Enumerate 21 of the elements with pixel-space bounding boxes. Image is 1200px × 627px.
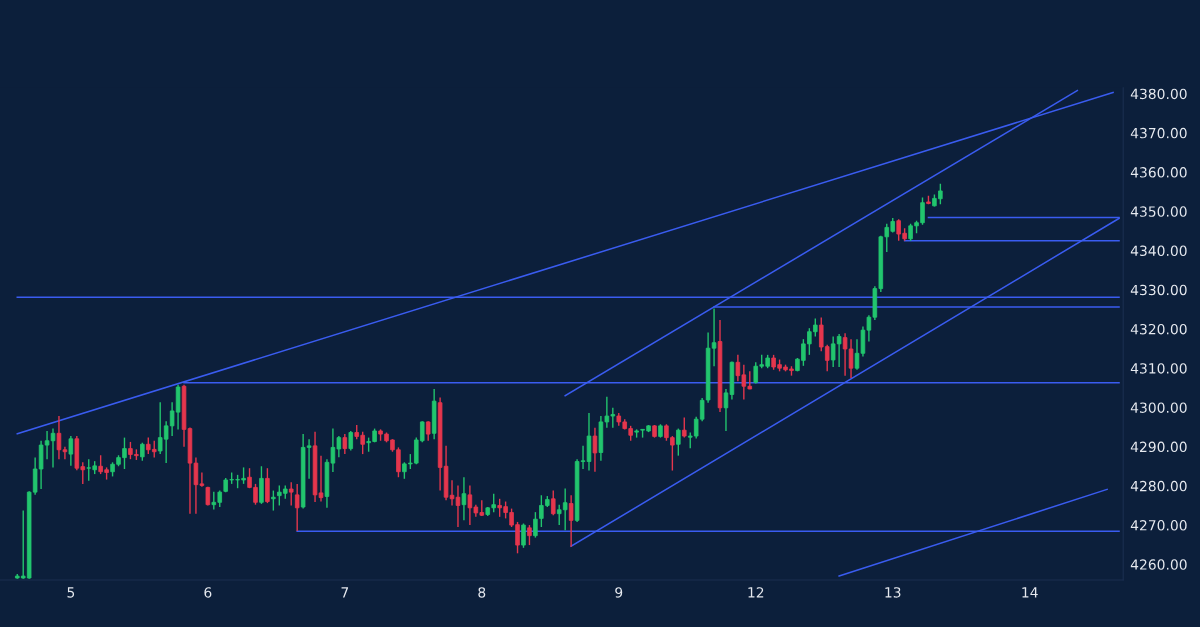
x-tick-label: 8 bbox=[478, 587, 486, 598]
x-tick-label: 7 bbox=[341, 587, 349, 598]
y-tick-label: 4290.00 bbox=[1130, 441, 1187, 453]
x-tick-label: 6 bbox=[204, 587, 212, 598]
y-tick-label: 4330.00 bbox=[1130, 284, 1187, 296]
y-tick-label: 4380.00 bbox=[1130, 88, 1187, 100]
x-tick-label: 14 bbox=[1022, 587, 1038, 598]
y-tick-label: 4370.00 bbox=[1130, 127, 1187, 139]
y-tick-label: 4360.00 bbox=[1130, 167, 1187, 178]
x-tick-label: 12 bbox=[748, 587, 764, 598]
y-tick-label: 4320.00 bbox=[1130, 323, 1187, 335]
y-tick-label: 4340.00 bbox=[1130, 245, 1187, 257]
y-tick-label: 4280.00 bbox=[1130, 480, 1187, 492]
x-tick-label: 13 bbox=[885, 587, 901, 598]
x-tick-label: 5 bbox=[67, 587, 75, 598]
y-tick-label: 4260.00 bbox=[1130, 559, 1187, 570]
y-tick-label: 4300.00 bbox=[1130, 402, 1187, 413]
y-tick-label: 4350.00 bbox=[1130, 206, 1187, 217]
y-tick-label: 4270.00 bbox=[1130, 520, 1187, 531]
x-tick-label: 9 bbox=[615, 587, 623, 598]
y-tick-label: 4310.00 bbox=[1130, 363, 1187, 374]
